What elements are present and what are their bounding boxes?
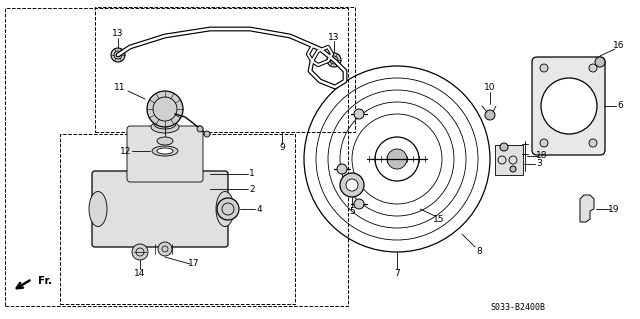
Circle shape <box>541 78 597 134</box>
Text: 7: 7 <box>394 269 400 278</box>
Bar <box>495 145 523 175</box>
Circle shape <box>589 139 597 147</box>
Text: 4: 4 <box>256 204 262 213</box>
Text: 3: 3 <box>536 160 542 168</box>
FancyBboxPatch shape <box>532 57 605 155</box>
Text: 16: 16 <box>613 41 625 49</box>
Circle shape <box>147 91 183 127</box>
FancyBboxPatch shape <box>127 126 203 182</box>
Text: 13: 13 <box>328 33 340 41</box>
Circle shape <box>485 110 495 120</box>
Text: 6: 6 <box>617 101 623 110</box>
Bar <box>95 7 355 132</box>
Circle shape <box>132 244 148 260</box>
Text: 1: 1 <box>249 169 255 179</box>
Ellipse shape <box>216 191 234 226</box>
Text: 10: 10 <box>484 84 496 93</box>
Text: 9: 9 <box>279 144 285 152</box>
Text: 15: 15 <box>433 214 445 224</box>
Circle shape <box>340 173 364 197</box>
Circle shape <box>510 166 516 172</box>
Circle shape <box>387 149 407 169</box>
Text: 2: 2 <box>249 184 255 194</box>
Text: 12: 12 <box>120 146 132 155</box>
Ellipse shape <box>157 137 173 145</box>
Text: 8: 8 <box>476 247 482 256</box>
Text: 17: 17 <box>188 259 200 269</box>
Text: 14: 14 <box>134 269 146 278</box>
Circle shape <box>197 126 203 132</box>
Circle shape <box>111 48 125 62</box>
Circle shape <box>540 64 548 72</box>
Circle shape <box>589 64 597 72</box>
Bar <box>5 8 348 306</box>
Ellipse shape <box>157 148 173 154</box>
Circle shape <box>500 143 508 151</box>
Circle shape <box>346 179 358 191</box>
Bar <box>60 134 295 304</box>
Text: 18: 18 <box>536 152 548 160</box>
Circle shape <box>540 139 548 147</box>
FancyBboxPatch shape <box>92 171 228 247</box>
Text: 11: 11 <box>115 83 125 92</box>
Polygon shape <box>580 195 594 222</box>
Text: S033-B2400B: S033-B2400B <box>490 302 545 311</box>
Circle shape <box>217 198 239 220</box>
Circle shape <box>327 53 341 67</box>
Circle shape <box>354 109 364 119</box>
Circle shape <box>204 131 210 137</box>
Circle shape <box>595 57 605 67</box>
Circle shape <box>337 164 347 174</box>
Circle shape <box>354 199 364 209</box>
Ellipse shape <box>151 121 179 133</box>
Ellipse shape <box>152 146 178 156</box>
Text: 19: 19 <box>608 204 620 213</box>
Ellipse shape <box>89 191 107 226</box>
Ellipse shape <box>154 119 176 129</box>
Circle shape <box>158 242 172 256</box>
Text: 5: 5 <box>349 206 355 216</box>
Text: Fr.: Fr. <box>38 276 52 286</box>
Text: 13: 13 <box>112 29 124 39</box>
